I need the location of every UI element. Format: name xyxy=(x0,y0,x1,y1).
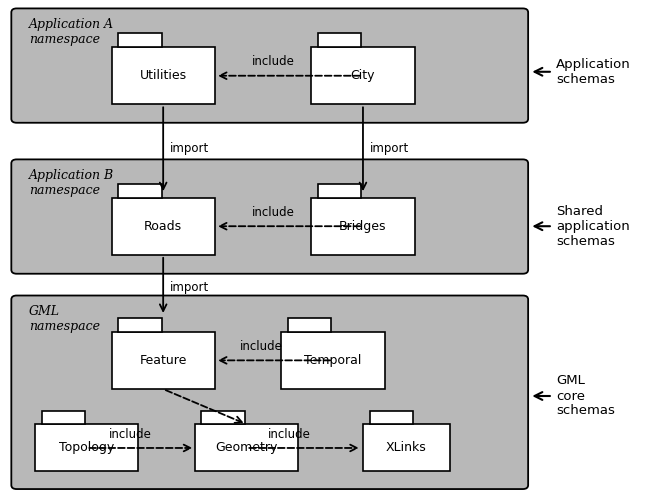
Text: Shared
application
schemas: Shared application schemas xyxy=(556,205,630,248)
Bar xyxy=(111,47,214,104)
Text: Feature: Feature xyxy=(139,354,187,367)
Bar xyxy=(35,424,139,471)
Bar xyxy=(318,34,361,48)
Bar xyxy=(370,411,413,424)
Text: include: include xyxy=(252,55,294,68)
Text: XLinks: XLinks xyxy=(386,442,427,454)
Text: GML
namespace: GML namespace xyxy=(29,305,100,334)
Bar xyxy=(41,411,85,424)
Text: import: import xyxy=(170,281,209,294)
Text: Roads: Roads xyxy=(144,220,182,233)
Bar xyxy=(363,424,450,471)
FancyBboxPatch shape xyxy=(11,8,528,123)
Bar xyxy=(312,47,414,104)
Text: Application
schemas: Application schemas xyxy=(556,58,631,86)
Text: Application B
namespace: Application B namespace xyxy=(29,169,114,198)
Text: include: include xyxy=(240,340,283,353)
Text: GML
core
schemas: GML core schemas xyxy=(556,375,615,417)
Bar xyxy=(111,332,214,389)
Text: City: City xyxy=(351,69,375,82)
Bar xyxy=(119,318,161,332)
Text: import: import xyxy=(370,142,409,155)
Bar xyxy=(288,318,332,332)
Text: include: include xyxy=(252,206,294,219)
Text: Bridges: Bridges xyxy=(339,220,387,233)
Bar xyxy=(318,184,361,198)
Bar xyxy=(312,198,414,254)
Text: Application A
namespace: Application A namespace xyxy=(29,18,114,47)
Bar xyxy=(194,424,298,471)
Text: Topology: Topology xyxy=(59,442,114,454)
Bar xyxy=(201,411,245,424)
Text: Geometry: Geometry xyxy=(215,442,278,454)
Text: Utilities: Utilities xyxy=(140,69,186,82)
FancyBboxPatch shape xyxy=(11,159,528,274)
Bar xyxy=(281,332,385,389)
Text: Temporal: Temporal xyxy=(304,354,362,367)
Text: include: include xyxy=(109,428,151,441)
Text: import: import xyxy=(170,142,209,155)
FancyBboxPatch shape xyxy=(11,296,528,489)
Bar xyxy=(119,184,161,198)
Bar xyxy=(119,34,161,48)
Bar xyxy=(111,198,214,254)
Text: include: include xyxy=(268,428,311,441)
